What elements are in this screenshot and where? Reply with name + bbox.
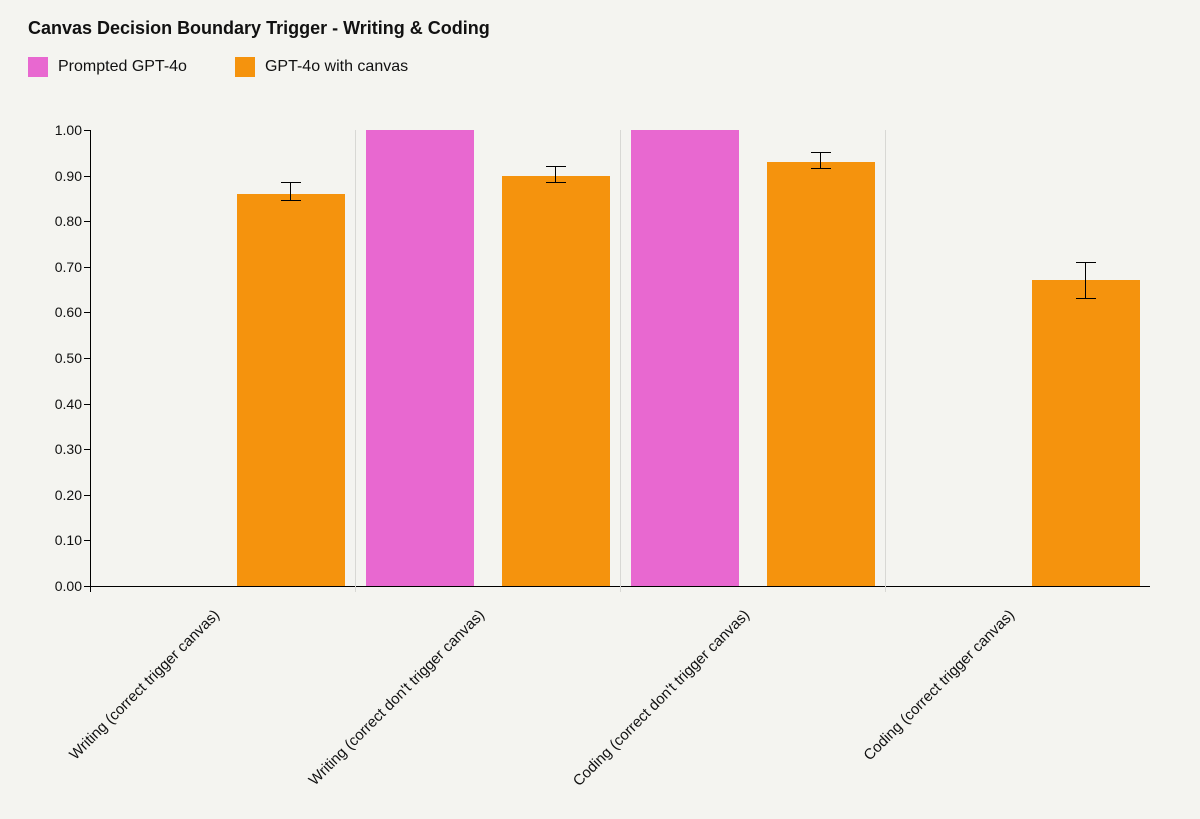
bar (767, 162, 875, 586)
error-bar (555, 166, 556, 182)
group-separator (620, 130, 621, 592)
error-cap (1076, 262, 1096, 263)
chart-plot-area: 0.000.100.200.300.400.500.600.700.800.90… (90, 130, 1150, 586)
legend-swatch-0 (28, 57, 48, 77)
error-bar (290, 182, 291, 200)
bar (502, 176, 610, 586)
group-separator (885, 130, 886, 592)
x-tick-label: Writing (correct trigger canvas) (66, 606, 223, 763)
legend-item-0: Prompted GPT-4o (28, 57, 187, 77)
y-tick-label: 0.90 (55, 168, 82, 184)
legend: Prompted GPT-4o GPT-4o with canvas (28, 57, 1172, 77)
error-bar (1085, 262, 1086, 298)
error-cap (1076, 298, 1096, 299)
bar (237, 194, 345, 586)
group-separator (355, 130, 356, 592)
y-tick-label: 0.70 (55, 259, 82, 275)
legend-item-1: GPT-4o with canvas (235, 57, 408, 77)
y-tick-label: 0.60 (55, 304, 82, 320)
error-cap (281, 182, 301, 183)
error-cap (546, 166, 566, 167)
bar (631, 130, 739, 586)
error-cap (546, 182, 566, 183)
x-tick-label: Coding (correct don't trigger canvas) (569, 606, 752, 789)
legend-label-1: GPT-4o with canvas (265, 58, 408, 76)
error-cap (811, 168, 831, 169)
y-tick-label: 0.40 (55, 396, 82, 412)
y-tick-label: 0.30 (55, 441, 82, 457)
legend-label-0: Prompted GPT-4o (58, 58, 187, 76)
x-tick-label: Writing (correct don't trigger canvas) (305, 606, 487, 788)
y-axis (90, 130, 91, 592)
legend-swatch-1 (235, 57, 255, 77)
y-tick-label: 0.20 (55, 487, 82, 503)
x-tick-label: Coding (correct trigger canvas) (860, 606, 1018, 764)
y-tick-label: 0.10 (55, 532, 82, 548)
y-tick-label: 0.50 (55, 350, 82, 366)
y-tick-label: 0.00 (55, 578, 82, 594)
bar (366, 130, 474, 586)
y-tick-label: 0.80 (55, 213, 82, 229)
error-cap (281, 200, 301, 201)
chart-title: Canvas Decision Boundary Trigger - Writi… (28, 18, 1172, 39)
error-bar (820, 153, 821, 169)
bar (1032, 280, 1140, 586)
y-tick-label: 1.00 (55, 122, 82, 138)
error-cap (811, 152, 831, 153)
